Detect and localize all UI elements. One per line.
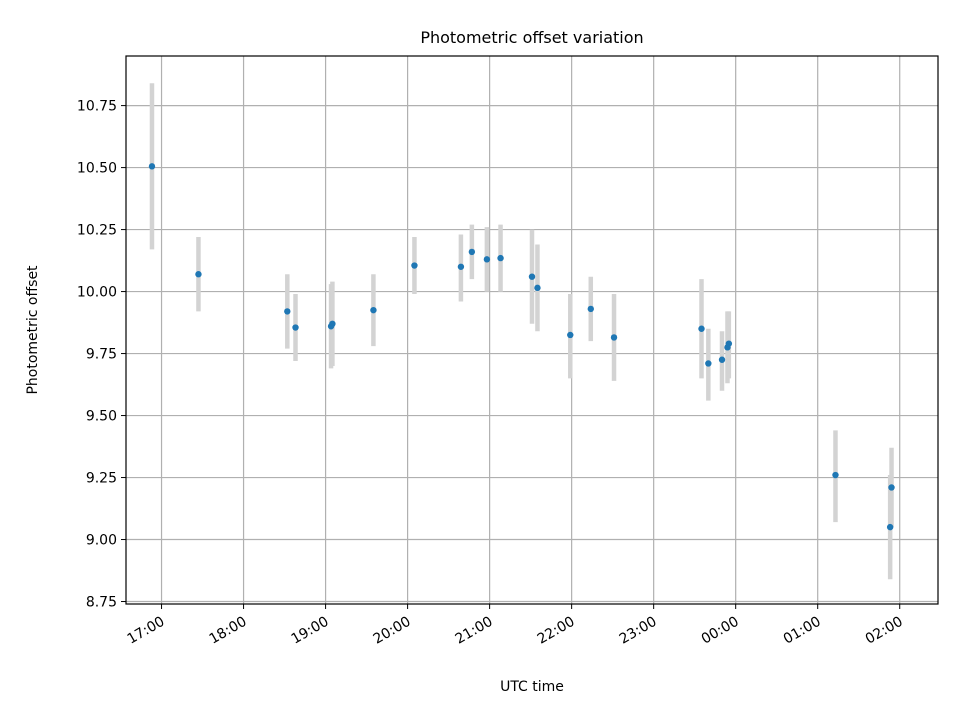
data-point: [725, 340, 733, 347]
data-point: [886, 523, 894, 531]
y-tick-label: 9.00: [86, 533, 117, 549]
data-point: [832, 471, 839, 479]
data-point: [587, 305, 594, 313]
y-tick-label: 10.75: [77, 99, 117, 115]
plot-frame: [125, 55, 939, 605]
data-point: [497, 254, 504, 262]
y-tick-label: 10.25: [77, 223, 117, 239]
data-point: [292, 324, 299, 331]
data-point: [534, 284, 541, 292]
y-axis-label: Photometric offset: [25, 265, 41, 395]
data-point: [567, 331, 574, 339]
data-point: [888, 484, 895, 491]
y-tick-label: 9.25: [86, 471, 117, 487]
data-point: [528, 273, 536, 280]
data-point: [370, 306, 377, 314]
chart-title: Photometric offset variation: [420, 28, 643, 47]
data-point: [148, 163, 156, 170]
data-points: [148, 163, 895, 531]
y-tick-label: 9.75: [86, 347, 117, 363]
data-point: [610, 334, 618, 341]
data-point: [195, 271, 202, 278]
y-tick-label: 10.00: [77, 285, 117, 301]
data-point: [329, 320, 336, 328]
data-point: [483, 256, 491, 263]
data-point: [705, 360, 712, 367]
data-point: [468, 248, 476, 256]
y-tick-label: 10.50: [77, 161, 117, 177]
data-point: [411, 262, 418, 269]
data-point: [457, 263, 465, 270]
data-point: [284, 308, 291, 315]
y-tick-label: 8.75: [86, 595, 117, 611]
data-point: [718, 356, 726, 363]
data-point: [698, 325, 705, 332]
y-tick-label: 9.50: [86, 409, 117, 425]
x-axis-label: UTC time: [500, 679, 564, 695]
y-axis-ticks: 8.75 9.00 9.25 9.50 9.75 10.00 10.25 10.50 10.75: [77, 99, 126, 611]
